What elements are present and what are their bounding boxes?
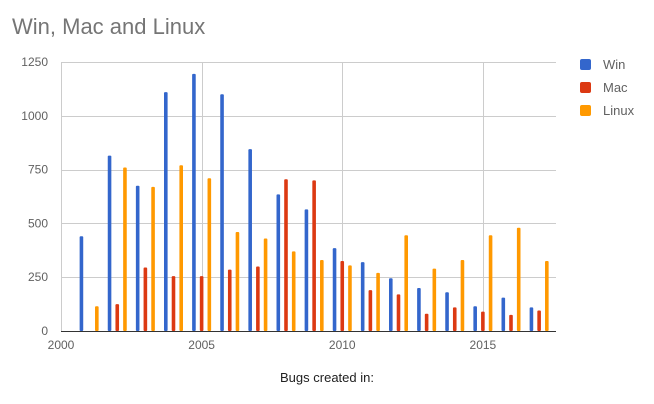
bar-win-2011[interactable] [360,262,365,331]
bar-linux-2007[interactable] [263,238,268,331]
bar-linux-2010[interactable] [348,265,352,331]
bar-win-2012[interactable] [389,278,393,331]
bar-mac-2007[interactable] [256,266,260,331]
bar-linux-2016[interactable] [516,227,521,331]
bar-linux-2015[interactable] [488,235,493,331]
bar-mac-2004[interactable] [171,276,176,331]
bar-win-2008[interactable] [276,194,281,331]
bar-linux-2013[interactable] [432,268,437,331]
legend-swatch-linux [580,104,591,116]
bar-linux-2009[interactable] [320,259,324,331]
bar-linux-2001[interactable] [95,306,99,331]
bar-win-2017[interactable] [529,307,534,331]
x-tick-label: 2000 [48,338,75,352]
bar-linux-2002[interactable] [123,167,127,331]
legend-label-mac: Mac [603,79,628,95]
bar-win-2016[interactable] [501,297,506,331]
bar-mac-2003[interactable] [143,267,148,331]
chart-title: Win, Mac and Linux [12,14,206,39]
bar-mac-2008[interactable] [284,179,288,331]
bar-mac-2017[interactable] [537,310,541,331]
bar-linux-2017[interactable] [545,261,549,331]
bar-linux-2012[interactable] [404,235,408,331]
bar-win-2009[interactable] [304,209,309,331]
y-tick-label: 1250 [21,55,48,69]
bar-linux-2006[interactable] [235,232,240,331]
bar-win-2014[interactable] [445,292,449,331]
bar-win-2003[interactable] [135,185,140,331]
bar-win-2010[interactable] [332,248,337,331]
y-tick-label: 0 [41,324,48,338]
legend-item-linux[interactable]: Linux [580,102,634,118]
legend-label-linux: Linux [603,102,635,118]
bar-mac-2009[interactable] [312,180,316,331]
bar-win-2013[interactable] [417,287,421,331]
bar-mac-2013[interactable] [424,313,429,331]
bar-linux-2014[interactable] [460,259,465,331]
y-axis-ticks: 0 250 500 750 1000 1250 [21,55,48,338]
bar-mac-2006[interactable] [227,269,232,331]
legend-label-win: Win [603,56,626,72]
gridlines [61,62,556,331]
bar-win-2005[interactable] [192,73,196,331]
y-tick-label: 750 [28,163,48,177]
bar-mac-2002[interactable] [115,304,120,331]
bar-linux-2003[interactable] [151,186,155,331]
bar-win-2006[interactable] [220,94,224,331]
bar-win-2007[interactable] [248,149,252,331]
x-tick-label: 2010 [329,338,356,352]
x-tick-label: 2015 [470,338,497,352]
bar-win-2015[interactable] [473,306,477,331]
legend-swatch-win [580,58,591,70]
bar-win-2001[interactable] [79,236,84,331]
bar-linux-2008[interactable] [291,251,296,331]
bar-linux-2005[interactable] [207,178,212,331]
bar-mac-2014[interactable] [452,307,457,331]
bar-mac-2005[interactable] [199,276,204,331]
legend-item-win[interactable]: Win [580,56,625,72]
legend-item-mac[interactable]: Mac [580,79,628,95]
bar-mac-2010[interactable] [340,261,345,331]
x-tick-label: 2005 [188,338,215,352]
x-axis-label: Bugs created in: [280,370,374,385]
y-tick-label: 1000 [21,109,48,123]
bar-linux-2011[interactable] [376,272,380,331]
y-tick-label: 250 [28,270,48,284]
bar-mac-2012[interactable] [396,294,401,331]
bar-mac-2011[interactable] [368,290,373,331]
bar-mac-2015[interactable] [481,311,485,331]
y-tick-label: 500 [28,216,48,230]
bar-win-2004[interactable] [164,92,168,332]
bar-win-2002[interactable] [107,155,112,331]
x-axis-ticks: 2000 2005 2010 2015 [48,338,497,352]
bar-mac-2016[interactable] [509,314,513,331]
bars [79,73,549,332]
legend-swatch-mac [580,81,591,93]
bar-linux-2004[interactable] [179,165,183,331]
